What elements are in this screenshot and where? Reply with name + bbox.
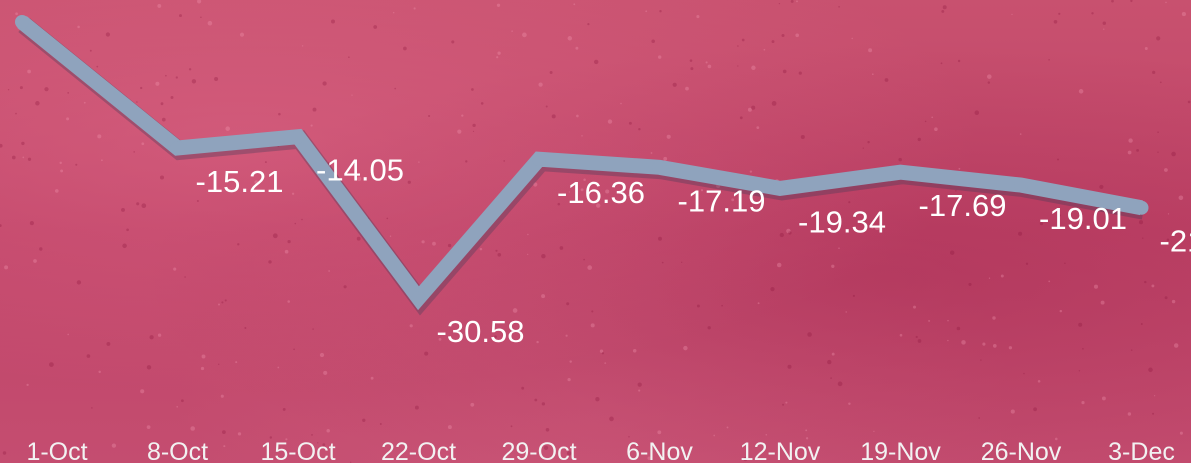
x-tick-label-15-Oct: 15-Oct [260,438,335,463]
data-point-8-Oct [170,141,185,155]
data-point-15-Oct [291,129,305,144]
data-label-15-Oct: -14.05 [316,153,404,188]
data-point-6-Nov [652,160,667,175]
data-label-26-Nov: -19.01 [1039,201,1127,236]
series-line-group [15,15,1149,316]
data-label-19-Nov: -17.69 [919,188,1007,223]
data-point-19-Nov [893,165,908,180]
x-tick-label-3-Dec: 3-Dec [1108,438,1175,463]
x-tick-label-19-Nov: 19-Nov [860,438,941,463]
data-label-29-Oct: -16.36 [557,175,645,210]
data-label-12-Nov: -19.34 [798,204,886,239]
data-point-29-Oct [532,152,546,167]
data-point-1-Oct [15,15,29,29]
data-label-3-Dec: -21.32 [1160,224,1191,259]
x-tick-label-12-Nov: 12-Nov [740,438,821,463]
data-label-22-Oct: -30.58 [437,314,525,349]
data-label-group: -15.21 -14.05 -30.58 -16.36 -17.19 -19.34 -17.… [196,153,1191,350]
x-tick-label-1-Oct: 1-Oct [26,438,87,463]
data-point-3-Dec [1134,200,1149,215]
data-label-6-Nov: -17.19 [678,183,766,218]
x-tick-label-6-Nov: 6-Nov [626,438,693,463]
x-tick-label-26-Nov: 26-Nov [981,438,1062,463]
data-point-26-Nov [1014,178,1028,193]
x-tick-label-8-Oct: 8-Oct [147,438,208,463]
series-line [17,16,1143,311]
x-axis-tick-labels: 1-Oct 8-Oct 15-Oct 22-Oct 29-Oct 6-Nov 12-Nov 1… [26,438,1174,463]
data-point-22-Oct [411,291,426,306]
data-label-8-Oct: -15.21 [196,164,284,199]
x-tick-label-22-Oct: 22-Oct [381,438,456,463]
data-point-12-Nov [773,181,787,196]
x-tick-label-29-Oct: 29-Oct [501,438,576,463]
